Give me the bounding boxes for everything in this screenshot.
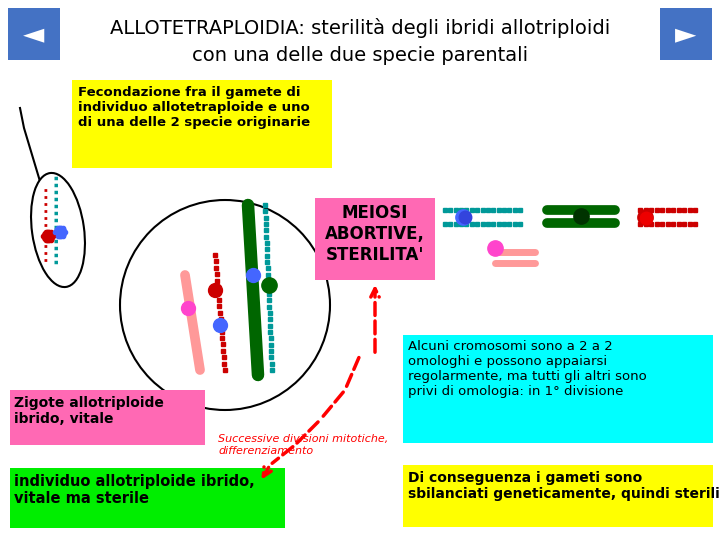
Text: individuo allotriploide ibrido,
vitale ma sterile: individuo allotriploide ibrido, vitale m… <box>14 474 255 507</box>
Text: Fecondazione fra il gamete di
individuo allotetraploide e uno
di una delle 2 spe: Fecondazione fra il gamete di individuo … <box>78 86 310 129</box>
Text: ◄: ◄ <box>23 20 45 48</box>
Text: MEIOSI
ABORTIVE,
STERILITA': MEIOSI ABORTIVE, STERILITA' <box>325 204 425 264</box>
Circle shape <box>120 200 330 410</box>
FancyBboxPatch shape <box>72 80 332 168</box>
Text: ►: ► <box>675 20 697 48</box>
FancyBboxPatch shape <box>403 335 713 443</box>
FancyBboxPatch shape <box>660 8 712 60</box>
Text: Di conseguenza i gameti sono
sbilanciati geneticamente, quindi sterili: Di conseguenza i gameti sono sbilanciati… <box>408 471 720 501</box>
FancyBboxPatch shape <box>10 468 285 528</box>
FancyBboxPatch shape <box>403 465 713 527</box>
Text: Zigote allotriploide
ibrido, vitale: Zigote allotriploide ibrido, vitale <box>14 396 164 426</box>
Text: ALLOTETRAPLOIDIA: sterilità degli ibridi allotriploidi: ALLOTETRAPLOIDIA: sterilità degli ibridi… <box>110 18 610 38</box>
Text: con una delle due specie parentali: con una delle due specie parentali <box>192 46 528 65</box>
Text: Successive divisioni mitotiche,
differenziamento: Successive divisioni mitotiche, differen… <box>218 434 388 456</box>
FancyBboxPatch shape <box>315 198 435 280</box>
FancyBboxPatch shape <box>8 8 60 60</box>
Text: Alcuni cromosomi sono a 2 a 2
omologhi e possono appaiarsi
regolarmente, ma tutt: Alcuni cromosomi sono a 2 a 2 omologhi e… <box>408 340 647 398</box>
Ellipse shape <box>31 173 85 287</box>
FancyBboxPatch shape <box>10 390 205 445</box>
